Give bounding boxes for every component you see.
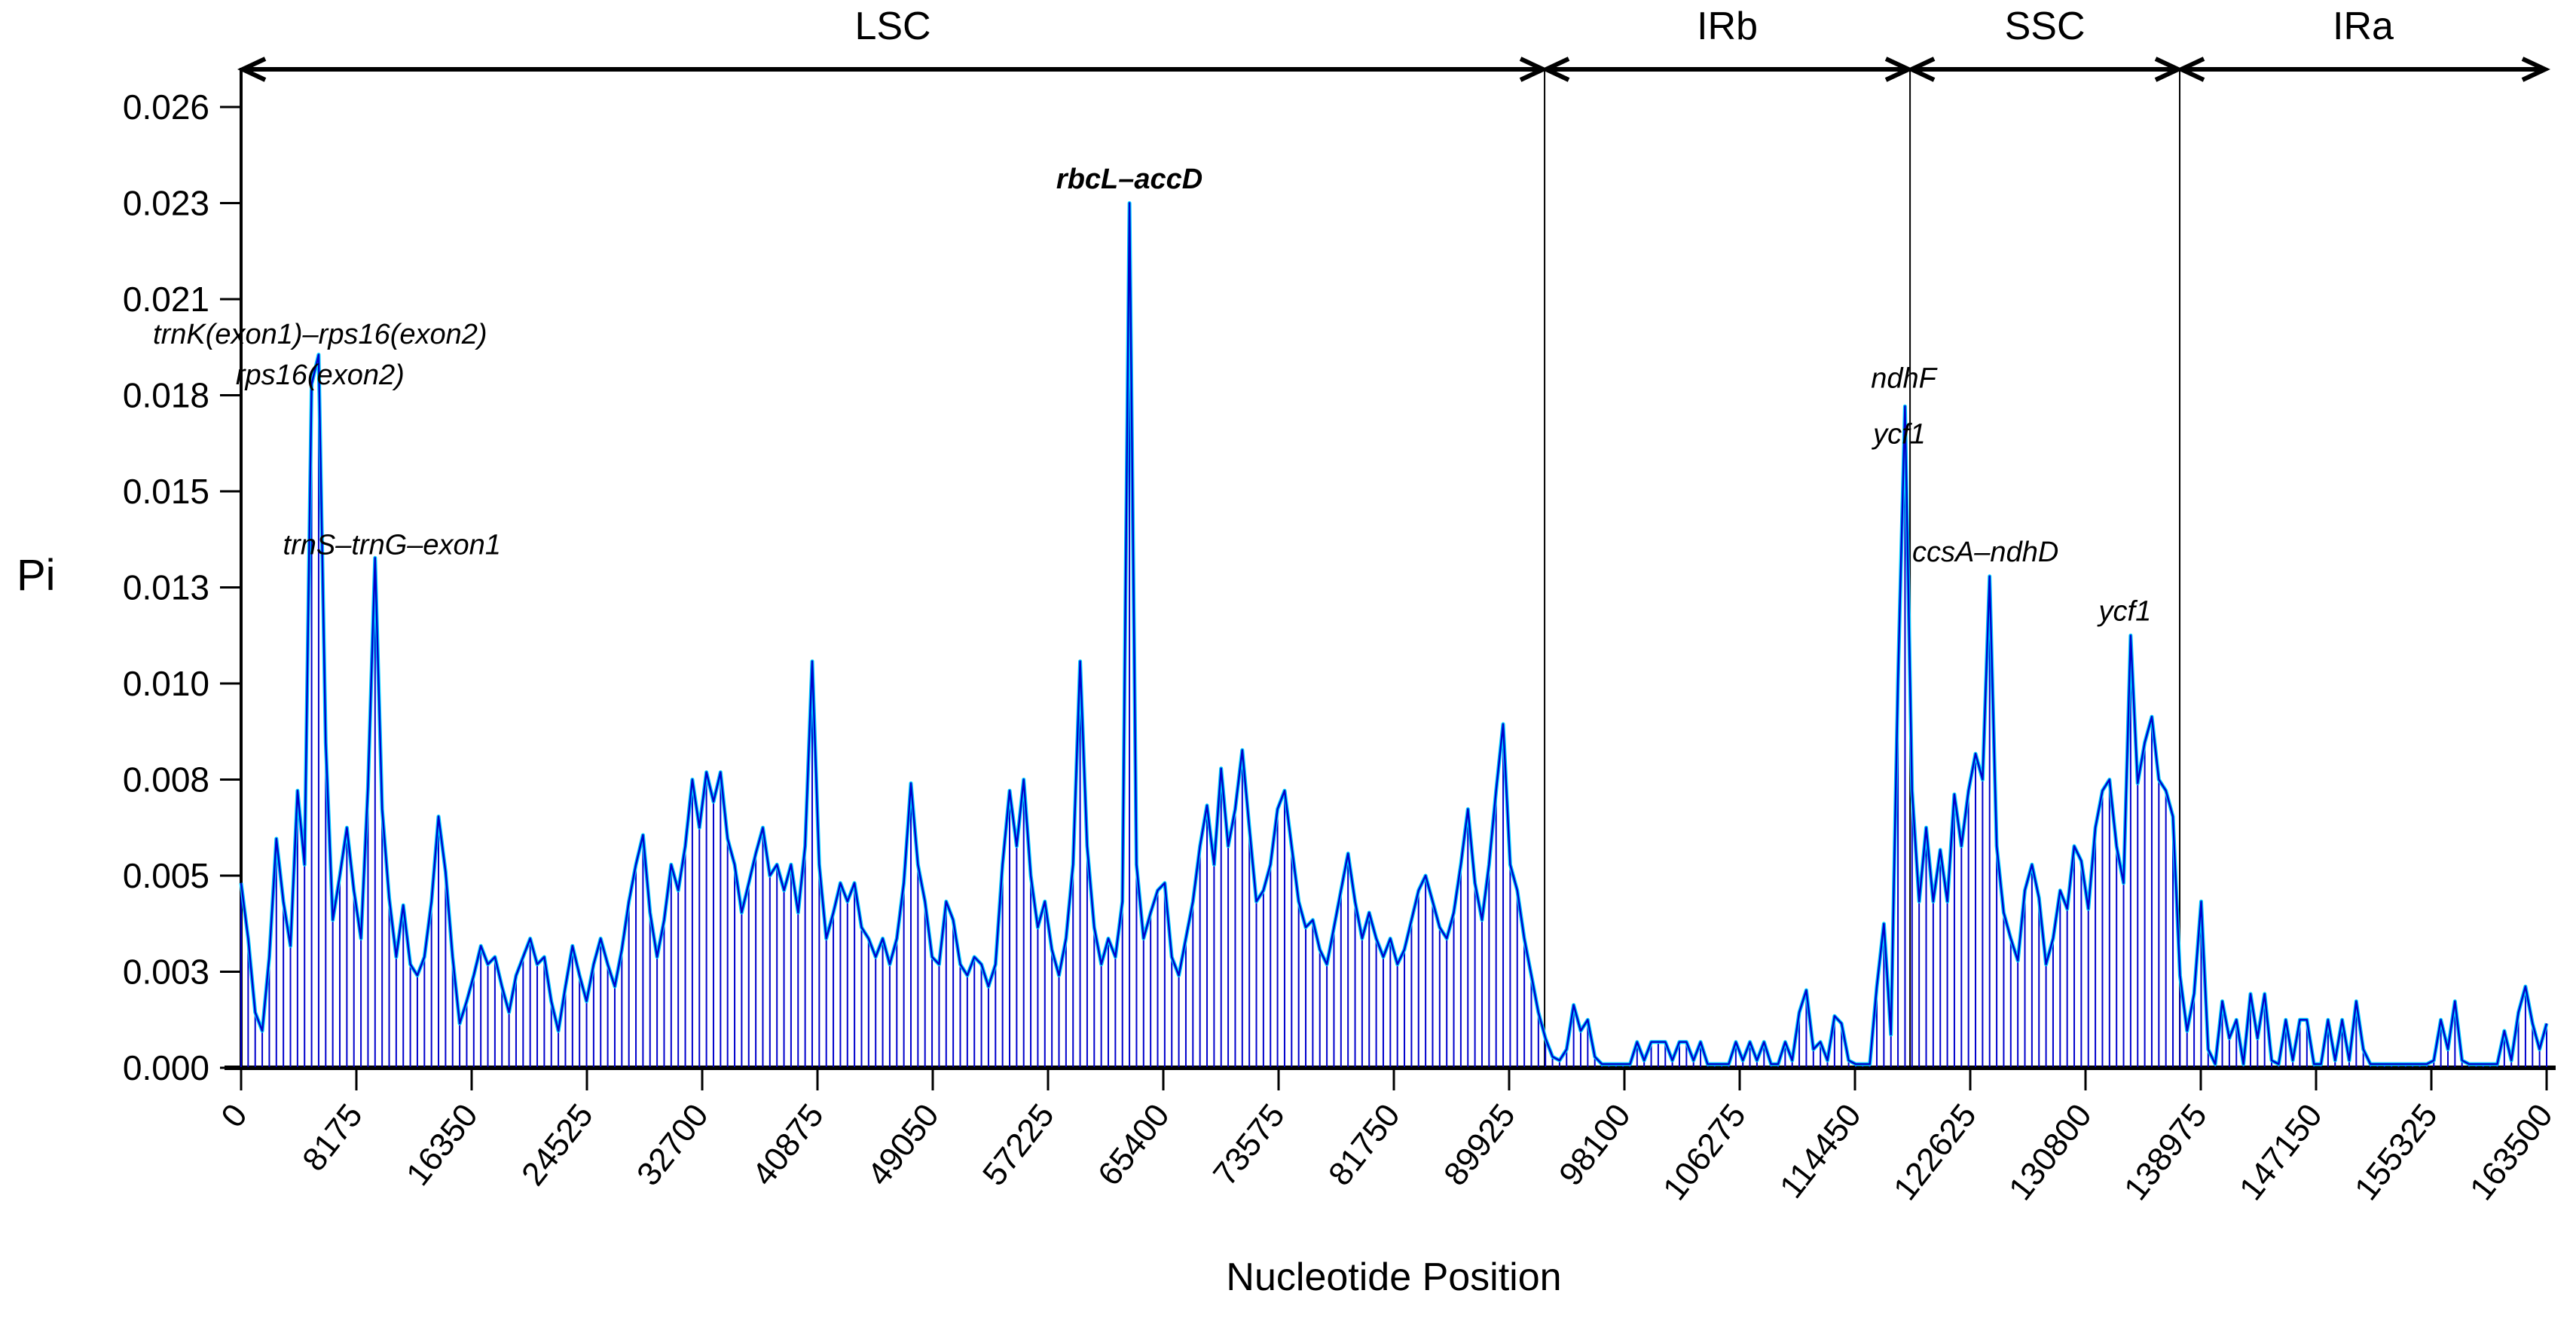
x-tick-label: 32700 bbox=[630, 1097, 716, 1193]
pi-series-stems bbox=[240, 203, 2547, 1067]
x-tick-label: 57225 bbox=[976, 1097, 1062, 1193]
x-ticks-group: 0 8175 16350 24525 32700 40875 49050 57225 65400… bbox=[214, 1068, 2560, 1207]
x-tick-label: 163500 bbox=[2463, 1097, 2560, 1207]
y-tick-label: 0.015 bbox=[123, 472, 209, 511]
region-label-irb: IRb bbox=[1697, 5, 1758, 48]
region-label-lsc: LSC bbox=[854, 5, 930, 48]
region-label-ira: IRa bbox=[2333, 5, 2394, 48]
y-tick-label: 0.008 bbox=[123, 760, 209, 800]
gene-annotation-label: ycf1 bbox=[2097, 596, 2152, 628]
x-tick-label: 73575 bbox=[1206, 1097, 1292, 1193]
x-tick-label: 122625 bbox=[1887, 1097, 1984, 1207]
x-tick-label: 65400 bbox=[1091, 1097, 1177, 1193]
gene-annotation-label: ycf1 bbox=[1871, 418, 1926, 450]
region-label-ssc: SSC bbox=[2005, 5, 2086, 48]
x-tick-label: 147150 bbox=[2232, 1097, 2330, 1207]
x-tick-label: 106275 bbox=[1656, 1097, 1753, 1207]
x-axis-title: Nucleotide Position bbox=[1226, 1255, 1561, 1299]
y-tick-label: 0.005 bbox=[123, 856, 209, 895]
y-axis-title: Pi bbox=[17, 551, 56, 600]
x-tick-label: 114450 bbox=[1773, 1097, 1869, 1205]
x-tick-label: 0 bbox=[214, 1097, 255, 1134]
x-tick-label: 16350 bbox=[399, 1097, 485, 1193]
x-tick-label: 155325 bbox=[2348, 1097, 2445, 1207]
y-ticks-group: 0.000 0.003 0.005 0.008 0.010 0.013 0.015 0.018… bbox=[123, 87, 241, 1087]
y-tick-label: 0.021 bbox=[123, 280, 209, 319]
pi-series-group bbox=[239, 201, 2549, 1067]
gene-annotations-group: trnK(exon1)–rps16(exon2) rps16(exon2) trnS… bbox=[153, 164, 2151, 628]
gene-annotation-label: trnS–trnG–exon1 bbox=[283, 529, 501, 561]
gene-annotation-label: ccsA–ndhD bbox=[1912, 537, 2058, 568]
x-tick-label: 138975 bbox=[2117, 1097, 2214, 1207]
gene-annotation-label: rbcL–accD bbox=[1056, 164, 1202, 195]
gene-annotation-label: rps16(exon2) bbox=[236, 359, 405, 391]
x-tick-label: 130800 bbox=[2002, 1097, 2099, 1207]
x-tick-label: 8175 bbox=[295, 1097, 370, 1178]
pi-line bbox=[240, 202, 2548, 1066]
x-tick-label: 89925 bbox=[1437, 1097, 1523, 1193]
y-tick-label: 0.010 bbox=[123, 664, 209, 703]
x-tick-label: 40875 bbox=[745, 1097, 831, 1193]
y-tick-label: 0.000 bbox=[123, 1048, 209, 1087]
region-labels-group: LSC IRb SSC IRa bbox=[854, 5, 2394, 48]
x-tick-label: 49050 bbox=[860, 1097, 946, 1193]
region-boundary-lines-group bbox=[1544, 69, 2181, 1068]
x-tick-label: 81750 bbox=[1322, 1097, 1407, 1193]
y-tick-label: 0.023 bbox=[123, 184, 209, 223]
x-tick-label: 24525 bbox=[515, 1097, 600, 1193]
y-tick-label: 0.026 bbox=[123, 87, 209, 127]
y-tick-label: 0.018 bbox=[123, 376, 209, 415]
gene-annotation-label: trnK(exon1)–rps16(exon2) bbox=[153, 319, 487, 350]
axes-group bbox=[225, 68, 2556, 1070]
x-tick-label: 98100 bbox=[1552, 1097, 1638, 1193]
y-tick-label: 0.013 bbox=[123, 568, 209, 607]
y-tick-label: 0.003 bbox=[123, 953, 209, 992]
gene-annotation-label: ndhF bbox=[1871, 363, 1937, 395]
